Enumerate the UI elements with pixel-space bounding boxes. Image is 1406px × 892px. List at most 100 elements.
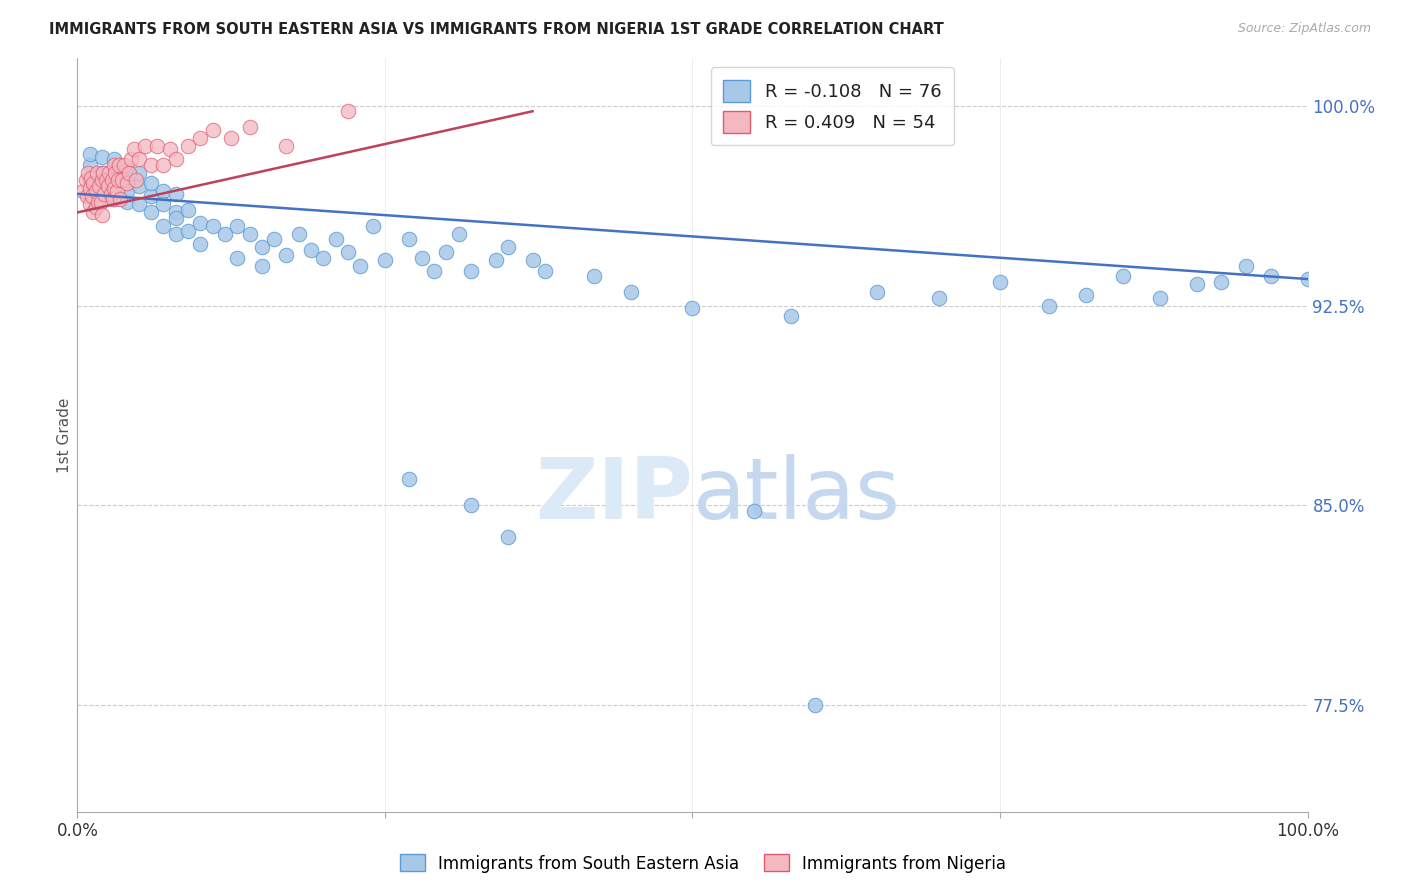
Point bbox=[190, 237, 212, 252]
Point bbox=[128, 152, 150, 166]
Point bbox=[165, 227, 187, 241]
Text: Source: ZipAtlas.com: Source: ZipAtlas.com bbox=[1237, 22, 1371, 36]
Point bbox=[214, 227, 236, 241]
Point bbox=[165, 205, 187, 219]
Point bbox=[374, 253, 396, 268]
Point bbox=[411, 251, 433, 265]
Point bbox=[141, 205, 163, 219]
Point bbox=[485, 253, 508, 268]
Point bbox=[534, 264, 557, 278]
Point bbox=[1149, 291, 1171, 305]
Point bbox=[79, 157, 101, 171]
Legend: Immigrants from South Eastern Asia, Immigrants from Nigeria: Immigrants from South Eastern Asia, Immi… bbox=[392, 847, 1014, 880]
Point bbox=[79, 181, 101, 195]
Point bbox=[118, 165, 141, 179]
Point bbox=[583, 269, 606, 284]
Point bbox=[90, 208, 114, 222]
Point bbox=[72, 184, 94, 198]
Point bbox=[152, 219, 174, 233]
Point bbox=[361, 219, 384, 233]
Point bbox=[152, 157, 174, 171]
Point bbox=[103, 181, 125, 195]
Point bbox=[98, 165, 121, 179]
Point bbox=[165, 152, 187, 166]
Point bbox=[460, 499, 482, 513]
Point bbox=[101, 192, 124, 206]
Point bbox=[276, 139, 298, 153]
Point bbox=[115, 176, 138, 190]
Point bbox=[250, 259, 273, 273]
Point bbox=[866, 285, 889, 300]
Point bbox=[128, 197, 150, 211]
Point bbox=[90, 165, 114, 179]
Point bbox=[84, 184, 107, 198]
Point bbox=[177, 139, 200, 153]
Point bbox=[447, 227, 470, 241]
Point bbox=[146, 139, 169, 153]
Point bbox=[121, 152, 143, 166]
Point bbox=[103, 181, 125, 195]
Point bbox=[250, 240, 273, 254]
Point bbox=[1185, 277, 1208, 292]
Point bbox=[1234, 259, 1257, 273]
Point bbox=[496, 240, 519, 254]
Point bbox=[111, 173, 132, 187]
Point bbox=[219, 131, 242, 145]
Point bbox=[177, 224, 200, 238]
Point bbox=[84, 200, 107, 214]
Point bbox=[201, 123, 224, 137]
Point bbox=[93, 186, 115, 201]
Point bbox=[134, 139, 156, 153]
Point bbox=[276, 248, 298, 262]
Point bbox=[239, 227, 262, 241]
Point bbox=[75, 173, 97, 187]
Point bbox=[108, 157, 131, 171]
Point bbox=[1296, 272, 1319, 286]
Point bbox=[226, 219, 249, 233]
Point bbox=[682, 301, 704, 316]
Point bbox=[82, 205, 104, 219]
Point bbox=[312, 251, 335, 265]
Point bbox=[103, 160, 125, 174]
Point bbox=[87, 194, 110, 209]
Point bbox=[177, 202, 200, 217]
Point bbox=[79, 173, 101, 187]
Point bbox=[190, 216, 212, 230]
Point bbox=[1112, 269, 1135, 284]
Point bbox=[288, 227, 311, 241]
Point bbox=[90, 194, 112, 209]
Point bbox=[780, 310, 803, 324]
Point bbox=[90, 176, 114, 190]
Point bbox=[103, 152, 125, 166]
Point bbox=[263, 232, 285, 246]
Point bbox=[398, 472, 420, 486]
Point bbox=[90, 184, 114, 198]
Point bbox=[141, 176, 163, 190]
Point bbox=[804, 698, 827, 713]
Point bbox=[141, 157, 163, 171]
Point bbox=[101, 173, 124, 187]
Text: IMMIGRANTS FROM SOUTH EASTERN ASIA VS IMMIGRANTS FROM NIGERIA 1ST GRADE CORRELAT: IMMIGRANTS FROM SOUTH EASTERN ASIA VS IM… bbox=[49, 22, 943, 37]
Point bbox=[436, 245, 458, 260]
Point bbox=[128, 165, 150, 179]
Point bbox=[103, 157, 125, 171]
Point bbox=[103, 168, 125, 182]
Point bbox=[97, 178, 120, 193]
Point bbox=[337, 245, 360, 260]
Point bbox=[128, 178, 150, 193]
Point bbox=[100, 186, 122, 201]
Point bbox=[460, 264, 482, 278]
Point bbox=[1076, 288, 1098, 302]
Point bbox=[325, 232, 347, 246]
Point bbox=[89, 178, 111, 193]
Y-axis label: 1st Grade: 1st Grade bbox=[56, 397, 72, 473]
Point bbox=[620, 285, 643, 300]
Point bbox=[349, 259, 371, 273]
Point bbox=[112, 157, 135, 171]
Point bbox=[190, 131, 212, 145]
Point bbox=[201, 219, 224, 233]
Point bbox=[115, 184, 138, 198]
Point bbox=[79, 146, 101, 161]
Text: ZIP: ZIP bbox=[534, 454, 693, 537]
Point bbox=[105, 184, 128, 198]
